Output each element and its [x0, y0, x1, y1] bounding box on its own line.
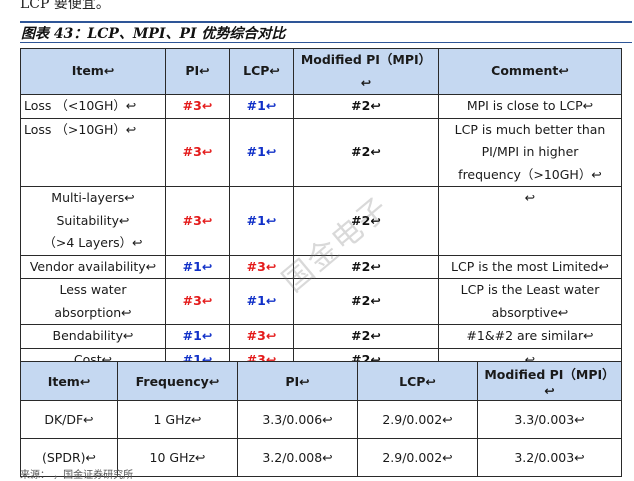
figure-title: 图表 43：LCP、MPI、PI 优势综合对比: [20, 21, 632, 43]
header-mpi: Modified PI（MPI）↩: [477, 361, 622, 401]
item-cell: Vendor availability↩: [20, 254, 166, 279]
source-note: 来源： ，国金证券研究所: [20, 470, 134, 481]
header-pi: PI↩: [165, 48, 230, 95]
frequency-cell: 10 GHz↩: [117, 438, 238, 477]
lcp-rank: #1↩: [229, 117, 294, 187]
table-row: Loss （<10GH）↩ #3↩ #1↩ #2↩ MPI is close t…: [20, 94, 622, 119]
table-row: Bendability↩ #1↩ #3↩ #2↩ #1&#2 are simil…: [20, 324, 622, 349]
mpi-rank: #2↩: [293, 117, 439, 187]
pi-value: 3.3/0.006↩: [237, 400, 358, 439]
header-mpi: Modified PI（MPI）↩: [293, 48, 439, 95]
lcp-rank: #3↩: [229, 324, 294, 349]
mpi-value: 3.3/0.003↩: [477, 400, 622, 439]
mpi-rank: #2↩: [293, 278, 439, 325]
frequency-cell: 1 GHz↩: [117, 400, 238, 439]
comment-cell: LCP is the most Limited↩: [438, 254, 622, 279]
lcp-value: 2.9/0.002↩: [357, 400, 478, 439]
comparison-table: Item↩ PI↩ LCP↩ Modified PI（MPI）↩ Comment…: [20, 48, 622, 372]
pi-rank: #3↩: [165, 186, 230, 256]
header-lcp: LCP↩: [229, 48, 294, 95]
lcp-rank: #1↩: [229, 94, 294, 119]
header-comment: Comment↩: [438, 48, 622, 95]
dielectric-table: Item↩ Frequency↩ PI↩ LCP↩ Modified PI（MP…: [20, 361, 622, 477]
mpi-value: 3.2/0.003↩: [477, 438, 622, 477]
item-cell: Loss （>10GH）↩: [20, 117, 166, 187]
pi-value: 3.2/0.008↩: [237, 438, 358, 477]
header-item: Item↩: [20, 361, 118, 401]
mpi-rank: #2↩: [293, 94, 439, 119]
lcp-value: 2.9/0.002↩: [357, 438, 478, 477]
pi-rank: #3↩: [165, 94, 230, 119]
pi-rank: #3↩: [165, 278, 230, 325]
item-cell: DK/DF↩: [20, 400, 118, 439]
pi-rank: #1↩: [165, 254, 230, 279]
mpi-rank: #2↩: [293, 324, 439, 349]
comment-cell: #1&#2 are similar↩: [438, 324, 622, 349]
table-row: Vendor availability↩ #1↩ #3↩ #2↩ LCP is …: [20, 254, 622, 279]
item-cell: Loss （<10GH）↩: [20, 94, 166, 119]
intro-text-tail: LCP 要便宜。: [20, 0, 110, 12]
table-row: Less water absorption↩ #3↩ #1↩ #2↩ LCP i…: [20, 278, 622, 325]
lcp-rank: #1↩: [229, 278, 294, 325]
comment-cell: ↩: [438, 186, 622, 256]
comment-cell: LCP is the Least water absorptive↩: [438, 278, 622, 325]
pi-rank: #3↩: [165, 117, 230, 187]
header-item: Item↩: [20, 48, 166, 95]
mpi-rank: #2↩: [293, 186, 439, 256]
table-row: (SPDR)↩ 10 GHz↩ 3.2/0.008↩ 2.9/0.002↩ 3.…: [20, 438, 622, 477]
lcp-rank: #3↩: [229, 254, 294, 279]
table-row: Loss （>10GH）↩ #3↩ #1↩ #2↩ LCP is much be…: [20, 117, 622, 187]
header-pi: PI↩: [237, 361, 358, 401]
lcp-rank: #1↩: [229, 186, 294, 256]
header-frequency: Frequency↩: [117, 361, 238, 401]
item-cell: Less water absorption↩: [20, 278, 166, 325]
table-row: Multi-layers↩ Suitability↩ （>4 Layers）↩ …: [20, 186, 622, 256]
table-header-row: Item↩ Frequency↩ PI↩ LCP↩ Modified PI（MP…: [20, 361, 622, 401]
pi-rank: #1↩: [165, 324, 230, 349]
table-row: DK/DF↩ 1 GHz↩ 3.3/0.006↩ 2.9/0.002↩ 3.3/…: [20, 400, 622, 439]
comment-cell: MPI is close to LCP↩: [438, 94, 622, 119]
item-cell: Bendability↩: [20, 324, 166, 349]
comment-cell: LCP is much better than PI/MPI in higher…: [438, 117, 622, 187]
header-lcp: LCP↩: [357, 361, 478, 401]
item-cell: (SPDR)↩: [20, 438, 118, 477]
mpi-rank: #2↩: [293, 254, 439, 279]
table-header-row: Item↩ PI↩ LCP↩ Modified PI（MPI）↩ Comment…: [20, 48, 622, 95]
item-cell: Multi-layers↩ Suitability↩ （>4 Layers）↩: [20, 186, 166, 256]
